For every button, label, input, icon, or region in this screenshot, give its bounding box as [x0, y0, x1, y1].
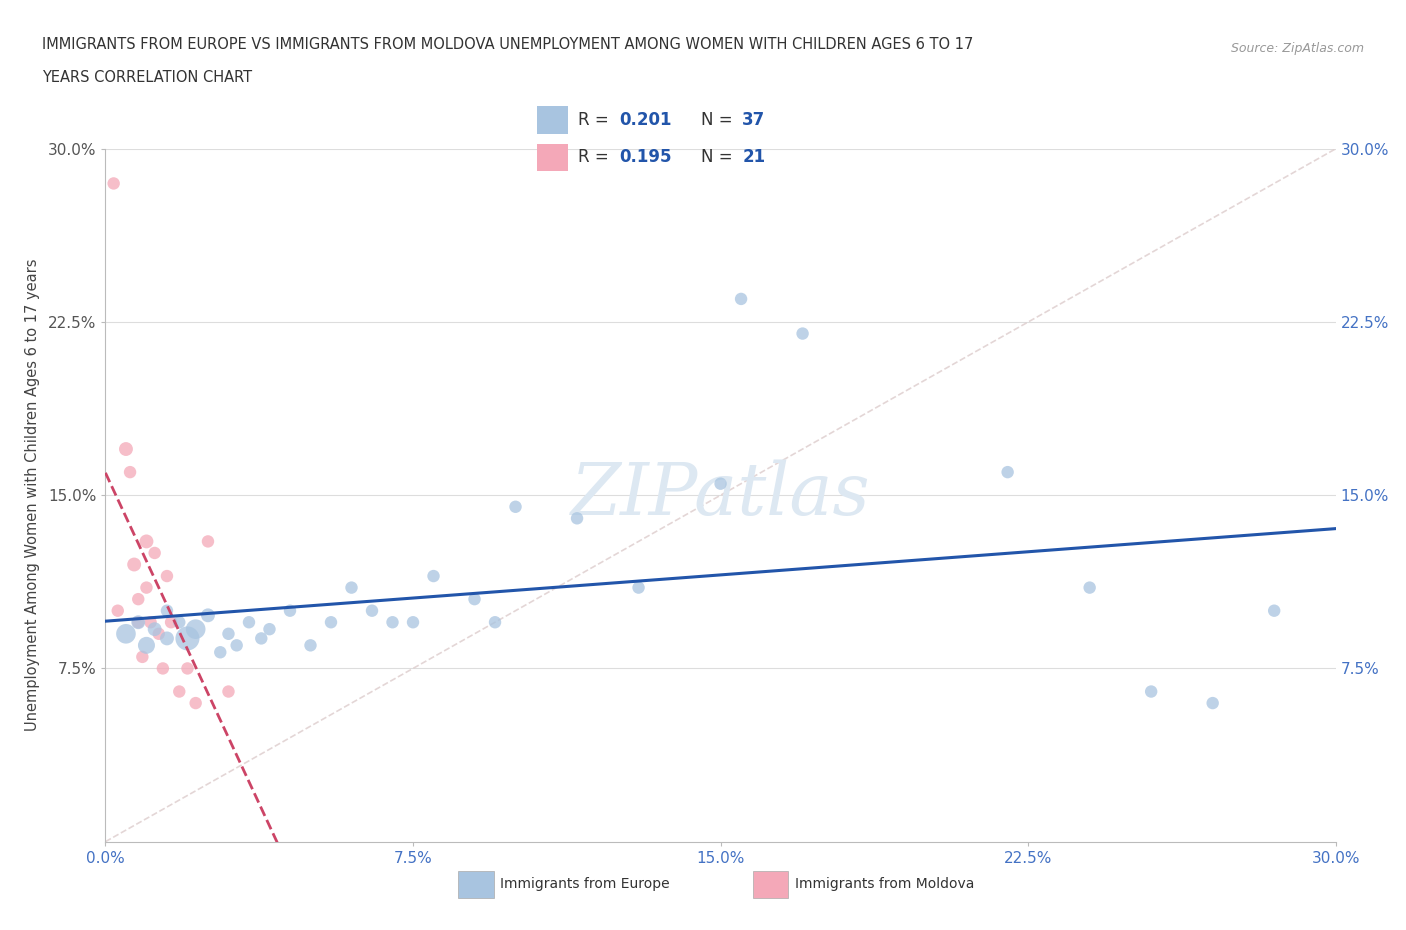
Point: [120, 465, 141, 480]
Point: [127, 615, 149, 630]
Bar: [752, 870, 789, 898]
Point: [381, 615, 404, 630]
Point: [402, 615, 425, 630]
Text: IMMIGRANTS FROM EUROPE VS IMMIGRANTS FROM MOLDOVA UNEMPLOYMENT AMONG WOMEN WITH : IMMIGRANTS FROM EUROPE VS IMMIGRANTS FRO…: [42, 37, 973, 52]
Point: [238, 615, 260, 630]
Text: R =: R =: [578, 111, 614, 129]
Point: [209, 644, 232, 659]
Point: [131, 649, 153, 664]
Point: [143, 546, 166, 561]
Point: [361, 604, 384, 618]
Text: ZIPatlas: ZIPatlas: [571, 460, 870, 530]
Bar: [537, 106, 568, 134]
Point: [160, 615, 183, 630]
Point: [156, 568, 179, 583]
Text: Immigrants from Europe: Immigrants from Europe: [501, 877, 671, 892]
Point: [127, 591, 149, 606]
Point: [1140, 684, 1163, 699]
Point: [122, 557, 145, 572]
Point: [225, 638, 247, 653]
Point: [218, 627, 240, 642]
Point: [135, 638, 157, 653]
Point: [250, 631, 273, 645]
Point: [156, 604, 179, 618]
Point: [176, 661, 198, 676]
Point: [197, 608, 219, 623]
Point: [319, 615, 342, 630]
Point: [135, 534, 157, 549]
Point: [169, 684, 191, 699]
Point: [710, 476, 733, 491]
Point: [299, 638, 322, 653]
Point: [152, 661, 174, 676]
Point: [143, 622, 166, 637]
Text: YEARS CORRELATION CHART: YEARS CORRELATION CHART: [42, 70, 252, 85]
Text: Immigrants from Moldova: Immigrants from Moldova: [794, 877, 974, 892]
Bar: [458, 870, 494, 898]
Y-axis label: Unemployment Among Women with Children Ages 6 to 17 years: Unemployment Among Women with Children A…: [24, 259, 39, 732]
Point: [139, 615, 162, 630]
Point: [169, 615, 191, 630]
Point: [218, 684, 240, 699]
Point: [176, 631, 198, 645]
Text: 21: 21: [742, 149, 765, 166]
Text: N =: N =: [702, 149, 738, 166]
Point: [1202, 696, 1225, 711]
Point: [148, 627, 170, 642]
Point: [505, 499, 527, 514]
Point: [115, 627, 138, 642]
Point: [278, 604, 301, 618]
Point: [484, 615, 506, 630]
Text: 0.201: 0.201: [619, 111, 672, 129]
Point: [464, 591, 486, 606]
Point: [115, 442, 138, 457]
Point: [197, 534, 219, 549]
Point: [1263, 604, 1285, 618]
Text: N =: N =: [702, 111, 738, 129]
Text: 37: 37: [742, 111, 766, 129]
Text: R =: R =: [578, 149, 614, 166]
Bar: [537, 144, 568, 171]
Point: [730, 291, 752, 306]
Point: [103, 176, 125, 191]
Point: [997, 465, 1019, 480]
Point: [107, 604, 129, 618]
Point: [135, 580, 157, 595]
Point: [184, 622, 207, 637]
Point: [565, 511, 588, 525]
Point: [627, 580, 650, 595]
Point: [184, 696, 207, 711]
Point: [340, 580, 363, 595]
Point: [792, 326, 814, 341]
Text: Source: ZipAtlas.com: Source: ZipAtlas.com: [1230, 42, 1364, 55]
Point: [422, 568, 444, 583]
Text: 0.195: 0.195: [619, 149, 672, 166]
Point: [127, 615, 149, 630]
Point: [259, 622, 281, 637]
Point: [156, 631, 179, 645]
Point: [1078, 580, 1101, 595]
